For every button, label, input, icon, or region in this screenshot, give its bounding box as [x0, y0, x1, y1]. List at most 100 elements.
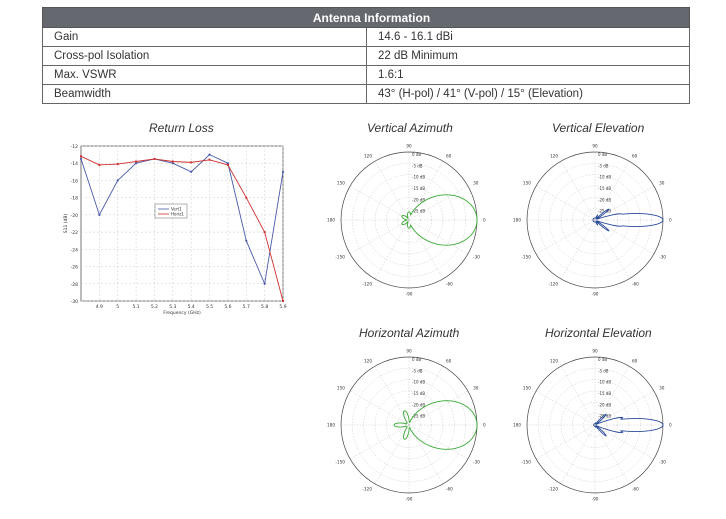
vertical-azimuth-plot: 0 30 60 90 120 150 180 -150 -120 -90 -60 -30 0 dB -5 … — [327, 144, 486, 297]
data-point — [263, 231, 266, 234]
y-tick-label: -30 — [71, 299, 78, 305]
polar-angle-label: 180 — [513, 423, 521, 428]
row-label: Cross-pol Isolation — [42, 46, 367, 66]
return-loss-chart: -12 -14 -16 -18 -20 -22 -24 -26 -28 -30 4.9 5 5.1 5.2… — [63, 144, 287, 316]
table-row: Beamwidth 43° (H-pol) / 41° (V-pol) / 15… — [42, 84, 690, 104]
polar-spoke — [408, 366, 444, 426]
horizontal-azimuth-title: Horizontal Azimuth — [359, 326, 460, 340]
polar-spoke — [408, 161, 444, 221]
polar-ring — [572, 197, 618, 243]
polar-spoke — [536, 185, 596, 221]
data-point — [226, 162, 230, 165]
polar-ring — [386, 197, 432, 243]
polar-angle-label: -150 — [335, 255, 345, 260]
data-point — [134, 162, 138, 165]
polar-ring-label: -20 dB — [412, 197, 425, 202]
y-tick-label: -20 — [71, 213, 78, 219]
polar-angle-label: 90 — [406, 144, 412, 149]
radiation-pattern — [592, 208, 664, 232]
polar-angle-label: 0 — [483, 218, 486, 223]
polar-angle-label: 0 — [483, 423, 486, 428]
data-point — [116, 163, 119, 166]
polar-ring-label: -10 dB — [598, 175, 611, 180]
row-value: 14.6 - 16.1 dBi — [366, 27, 690, 47]
polar-spoke — [374, 161, 410, 221]
polar-spoke — [408, 219, 444, 279]
polar-ring-label: -15 dB — [412, 391, 425, 396]
x-tick-label: 5.1 — [133, 304, 140, 310]
polar-angle-label: -150 — [521, 460, 531, 465]
polar-angle-label: 0 — [669, 218, 672, 223]
polar-angle-label: -150 — [335, 460, 345, 465]
polar-ring — [538, 163, 652, 277]
polar-angle-label: 30 — [659, 181, 665, 186]
data-point — [226, 163, 229, 166]
y-tick-label: -26 — [71, 265, 78, 271]
legend-label: Vert1 — [171, 207, 182, 212]
table-row: Max. VSWR 1.6:1 — [42, 65, 690, 85]
x-tick-label: 5.5 — [206, 304, 213, 310]
polar-ring-label: -5 dB — [412, 163, 423, 168]
data-point — [135, 160, 138, 163]
polar-angle-label: -120 — [362, 487, 372, 492]
polar-ring-label: -15 dB — [598, 186, 611, 191]
polar-angle-label: 90 — [592, 144, 598, 149]
polar-angle-label: 180 — [327, 423, 335, 428]
polar-spoke — [560, 161, 596, 221]
x-tick-label: 5.4 — [188, 304, 195, 310]
polar-ring — [538, 368, 652, 482]
polar-spoke — [350, 390, 410, 426]
polar-spoke — [594, 185, 654, 221]
polar-spoke — [408, 424, 468, 460]
polar-spoke — [408, 219, 468, 255]
polar-angle-label: 180 — [513, 218, 521, 223]
polar-ring — [583, 413, 607, 437]
polar-spoke — [594, 424, 654, 460]
radiation-pattern — [393, 400, 478, 450]
polar-angle-label: 150 — [337, 181, 345, 186]
x-tick-label: 5.6 — [224, 304, 231, 310]
vertical-elevation-plot: 0 30 60 90 120 150 180 -150 -120 -90 -60 -30 0 dB -5 … — [513, 144, 672, 297]
polar-angle-label: 90 — [406, 349, 412, 354]
polar-ring-label: -25 dB — [412, 209, 425, 214]
polar-angle-label: 60 — [632, 358, 638, 363]
polar-angle-label: -90 — [406, 292, 413, 297]
antenna-info-table: Antenna Information Gain 14.6 - 16.1 dBi… — [42, 7, 690, 104]
polar-angle-label: 150 — [337, 386, 345, 391]
polar-angle-label: -30 — [659, 255, 666, 260]
polar-ring — [572, 402, 618, 448]
polar-angle-label: 60 — [632, 153, 638, 158]
polar-angle-label: -150 — [521, 255, 531, 260]
polar-spoke — [408, 424, 444, 484]
x-tick-label: 5.8 — [261, 304, 268, 310]
polar-ring-label: -10 dB — [598, 380, 611, 385]
polar-spoke — [536, 424, 596, 460]
y-tick-label: -14 — [71, 161, 78, 167]
polar-spoke — [374, 366, 410, 426]
polar-ring-label: 0 dB — [598, 357, 607, 362]
polar-angle-label: -90 — [592, 497, 599, 502]
polar-spoke — [374, 219, 410, 279]
data-point — [190, 161, 193, 164]
polar-spoke — [560, 219, 596, 279]
polar-angle-label: -60 — [446, 487, 453, 492]
polar-ring-label: -25 dB — [412, 414, 425, 419]
series-line — [80, 155, 284, 302]
row-label: Beamwidth — [42, 84, 367, 104]
x-tick-label: 5.2 — [151, 304, 158, 310]
row-value: 43° (H-pol) / 41° (V-pol) / 15° (Elevati… — [366, 84, 690, 104]
vertical-elevation-title: Vertical Elevation — [552, 121, 645, 135]
polar-spoke — [594, 424, 630, 484]
data-point — [190, 170, 193, 173]
polar-ring-label: -20 dB — [598, 197, 611, 202]
polar-angle-label: -90 — [592, 292, 599, 297]
polar-spoke — [594, 219, 654, 255]
polar-angle-label: 90 — [592, 349, 598, 354]
polar-angle-label: -30 — [473, 460, 480, 465]
data-point — [80, 155, 82, 158]
radiation-pattern — [593, 413, 664, 437]
plot-area — [80, 145, 284, 302]
polar-angle-label: -60 — [632, 487, 639, 492]
polar-angle-label: 0 — [669, 423, 672, 428]
data-point — [98, 163, 101, 166]
